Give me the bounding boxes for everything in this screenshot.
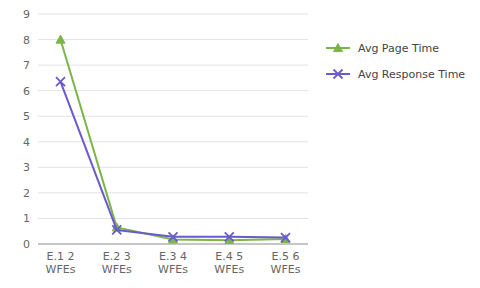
grid-line bbox=[38, 192, 308, 193]
y-tick-label: 7 bbox=[23, 59, 30, 72]
chart-svg: 0123456789E.1 2WFEsE.2 3WFEsE.3 4WFEsE.4… bbox=[0, 0, 480, 288]
x-tick-label: E.5 6WFEs bbox=[271, 250, 301, 276]
grid-line bbox=[38, 218, 308, 219]
grid-line bbox=[38, 116, 308, 117]
x-tick-label: E.3 4WFEs bbox=[158, 250, 188, 276]
y-tick-label: 8 bbox=[23, 34, 30, 47]
x-tick-label-line: WFEs bbox=[271, 263, 301, 276]
x-tick-label-line: E.4 5 bbox=[215, 250, 243, 263]
y-tick-label: 6 bbox=[23, 85, 30, 98]
legend-marker bbox=[334, 44, 343, 52]
grid-line bbox=[38, 244, 308, 245]
series-point bbox=[56, 77, 65, 86]
legend: Avg Page Time Avg Response Time bbox=[326, 42, 465, 81]
x-tick-label-line: WFEs bbox=[214, 263, 244, 276]
x-tick-label-line: E.1 2 bbox=[47, 250, 75, 263]
y-tick-label: 4 bbox=[23, 136, 30, 149]
legend-marker bbox=[334, 70, 343, 79]
grid-line bbox=[38, 65, 308, 66]
x-tick-label-line: WFEs bbox=[158, 263, 188, 276]
chart-container: 0123456789E.1 2WFEsE.2 3WFEsE.3 4WFEsE.4… bbox=[0, 0, 480, 288]
grid-line bbox=[38, 90, 308, 91]
series-point bbox=[281, 233, 290, 242]
x-axis-line bbox=[38, 244, 308, 245]
series-point bbox=[56, 35, 65, 43]
x-tick-label-line: E.3 4 bbox=[159, 250, 187, 263]
grid bbox=[38, 14, 308, 244]
series-line bbox=[61, 40, 286, 241]
grid-line bbox=[38, 167, 308, 168]
series-point bbox=[169, 232, 178, 241]
x-tick-label-line: E.2 3 bbox=[103, 250, 131, 263]
series-line bbox=[61, 82, 286, 238]
y-tick-label: 9 bbox=[23, 8, 30, 21]
x-tick-label-line: WFEs bbox=[46, 263, 76, 276]
y-tick-label: 0 bbox=[23, 238, 30, 251]
y-tick-label: 5 bbox=[23, 110, 30, 123]
series-point bbox=[225, 232, 234, 241]
series-0 bbox=[56, 35, 290, 244]
legend-label: Avg Page Time bbox=[358, 42, 439, 55]
legend-label: Avg Response Time bbox=[358, 68, 465, 81]
grid-line bbox=[38, 141, 308, 142]
series-point bbox=[112, 225, 121, 234]
plot-area bbox=[56, 35, 290, 244]
grid-line bbox=[38, 14, 308, 15]
x-tick-label-line: E.5 6 bbox=[272, 250, 300, 263]
series-1 bbox=[56, 77, 290, 242]
grid-line bbox=[38, 39, 308, 40]
x-tick-label-line: WFEs bbox=[102, 263, 132, 276]
y-tick-label: 3 bbox=[23, 161, 30, 174]
x-tick-label: E.4 5WFEs bbox=[214, 250, 244, 276]
y-tick-label: 2 bbox=[23, 187, 30, 200]
y-tick-label: 1 bbox=[23, 212, 30, 225]
x-tick-label: E.1 2WFEs bbox=[46, 250, 76, 276]
x-tick-label: E.2 3WFEs bbox=[102, 250, 132, 276]
